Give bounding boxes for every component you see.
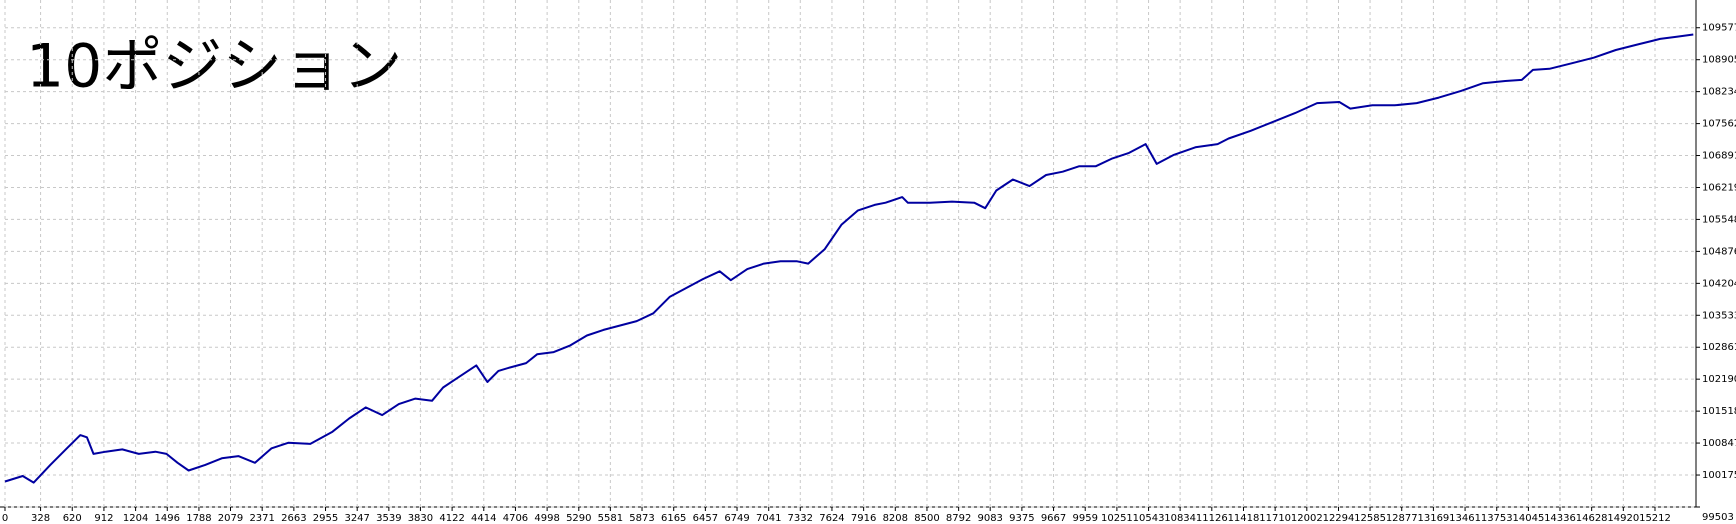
x-tick-label: 2955 [313,513,338,524]
x-tick-label: 10543 [1133,513,1165,524]
x-tick-label: 2079 [218,513,243,524]
x-tick-label: 3830 [408,513,433,524]
x-tick-label: 9375 [1009,513,1034,524]
x-tick-label: 6165 [661,513,686,524]
x-tick-label: 0 [2,513,8,524]
x-tick-label: 1204 [123,513,148,524]
x-tick-label: 12877 [1386,513,1418,524]
y-tick-label: 108234 [1702,87,1736,98]
y-tick-label: 99503 [1702,512,1734,523]
x-tick-label: 8792 [946,513,971,524]
equity-line [4,33,1694,484]
x-tick-label: 1788 [186,513,211,524]
y-tick-label: 100847 [1702,438,1736,449]
x-tick-label: 620 [63,513,82,524]
x-tick-label: 9667 [1041,513,1066,524]
x-tick-label: 14920 [1607,513,1639,524]
x-tick-label: 14336 [1544,513,1576,524]
x-tick-label: 5873 [629,513,654,524]
x-tick-label: 7041 [756,513,781,524]
x-tick-label: 11418 [1228,513,1260,524]
x-tick-label: 13461 [1449,513,1481,524]
x-tick-label: 328 [31,513,50,524]
x-tick-label: 6749 [724,513,749,524]
y-tick-label: 107562 [1702,119,1736,130]
x-tick-label: 1496 [155,513,180,524]
y-tick-label: 106219 [1702,182,1736,193]
y-tick-label: 109577 [1702,23,1736,34]
y-tick-label: 102190 [1702,374,1736,385]
x-tick-label: 3539 [376,513,401,524]
x-tick-label: 12002 [1291,513,1323,524]
x-tick-label: 7916 [851,513,876,524]
x-tick-label: 9959 [1072,513,1097,524]
x-tick-label: 11710 [1259,513,1291,524]
x-tick-label: 912 [94,513,113,524]
x-tick-label: 5581 [598,513,623,524]
x-tick-label: 13169 [1417,513,1449,524]
x-tick-label: 3247 [344,513,369,524]
x-tick-label: 7624 [819,513,844,524]
x-tick-label: 12294 [1323,513,1355,524]
x-tick-label: 2371 [249,513,274,524]
x-tick-label: 12585 [1354,513,1386,524]
x-tick-label: 14045 [1513,513,1545,524]
x-tick-label: 4122 [439,513,464,524]
x-tick-label: 9083 [977,513,1002,524]
x-tick-label: 4414 [471,513,496,524]
x-tick-label: 11126 [1196,513,1228,524]
x-tick-label: 2663 [281,513,306,524]
x-tick-label: 10251 [1101,513,1133,524]
y-tick-label: 105548 [1702,214,1736,225]
x-tick-label: 4998 [534,513,559,524]
x-tick-label: 10834 [1164,513,1196,524]
chart-title: 10ポジション [26,32,402,102]
x-tick-label: 15212 [1639,513,1671,524]
y-tick-label: 101518 [1702,406,1736,417]
y-tick-label: 100175 [1702,470,1736,481]
y-tick-label: 108905 [1702,55,1736,66]
x-tick-label: 5290 [566,513,591,524]
y-tick-label: 103533 [1702,310,1736,321]
x-tick-label: 4706 [503,513,528,524]
y-tick-label: 104204 [1702,278,1736,289]
x-tick-label: 6457 [693,513,718,524]
x-tick-label: 14628 [1576,513,1608,524]
x-tick-label: 8208 [883,513,908,524]
x-tick-label: 7332 [788,513,813,524]
x-tick-label: 13753 [1481,513,1513,524]
x-tick-label: 8500 [914,513,939,524]
y-tick-label: 104876 [1702,246,1736,257]
